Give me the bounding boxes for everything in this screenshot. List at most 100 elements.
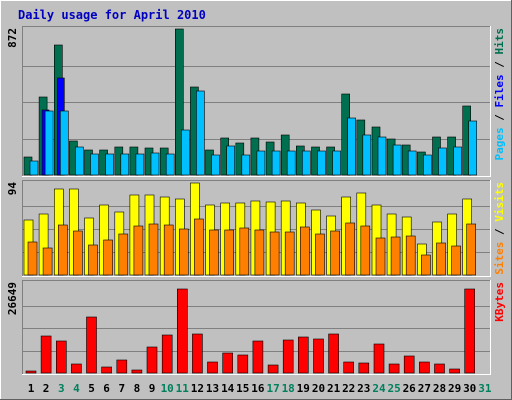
bar-sites-day-2 (42, 247, 53, 276)
bar-kbytes-day-7 (116, 359, 128, 374)
bar-sites-day-29 (451, 245, 461, 276)
x-tick-label: 28 (433, 382, 446, 395)
bar-sites-day-8 (133, 225, 144, 276)
bar-sites-day-17 (269, 231, 280, 276)
x-tick-label: 8 (134, 382, 141, 395)
legend-segment: Hits (493, 28, 506, 55)
bar-sites-day-21 (330, 230, 340, 276)
bar-pages-day-26 (407, 150, 417, 176)
x-tick-label: 30 (463, 382, 476, 395)
legend-segment: / (493, 108, 506, 128)
bar-kbytes-day-1 (25, 370, 37, 374)
legend-segment: Files (493, 74, 506, 107)
bar-sites-day-24 (375, 237, 386, 276)
bar-sites-day-10 (163, 224, 174, 276)
bar-sites-day-5 (88, 244, 98, 276)
x-tick-label: 5 (88, 382, 95, 395)
x-tick-label: 20 (312, 382, 325, 395)
x-tick-label: 26 (403, 382, 417, 395)
bar-pages-day-14 (226, 145, 235, 176)
bar-sites-day-28 (436, 242, 446, 276)
bar-pages-day-30 (468, 120, 478, 176)
x-tick-label: 23 (357, 382, 370, 395)
bar-kbytes-day-12 (192, 333, 203, 374)
bar-pages-day-4 (75, 146, 84, 176)
bar-kbytes-day-19 (297, 336, 309, 374)
bar-kbytes-day-16 (252, 340, 264, 374)
x-tick-label: 24 (372, 382, 386, 395)
x-tick-label: 12 (191, 382, 204, 395)
bar-kbytes-day-23 (358, 362, 370, 374)
x-tick-label: 31 (478, 382, 492, 395)
bar-sites-day-15 (239, 227, 250, 276)
bar-kbytes-day-11 (177, 288, 188, 374)
bar-hits-day-11 (175, 28, 184, 176)
bar-sites-day-11 (179, 228, 189, 276)
x-tick-label: 3 (58, 382, 65, 395)
bar-sites-day-13 (209, 229, 219, 276)
bar-pages-day-27 (423, 154, 432, 176)
bar-kbytes-day-26 (403, 355, 415, 374)
bar-sites-day-30 (466, 223, 477, 276)
panel-max-label: 26649 (6, 282, 19, 315)
bar-sites-day-14 (224, 229, 234, 276)
legend-segment: Pages (493, 127, 506, 160)
panel-visits-sites: 94 Sites / Visits (6, 180, 506, 277)
bar-sites-day-9 (148, 223, 159, 276)
x-tick-label: 4 (73, 382, 80, 395)
bar-pages-day-23 (362, 134, 372, 176)
bar-pages-day-11 (181, 129, 190, 176)
legend-segment: / (493, 222, 506, 242)
bar-sites-day-16 (254, 229, 265, 276)
x-tick-label: 27 (418, 382, 431, 395)
bar-sites-day-27 (421, 254, 431, 276)
panel-max-label: 94 (6, 182, 19, 196)
bar-pages-day-8 (135, 153, 145, 176)
bar-kbytes-day-24 (373, 343, 385, 374)
legend-segment: KBytes (493, 282, 506, 322)
panel-legend: Pages / Files / Hits (493, 28, 506, 161)
panel-hits-files-pages: 872 Pages / Files / Hits (6, 26, 506, 177)
bar-sites-day-4 (73, 230, 83, 276)
bar-pages-day-20 (317, 150, 326, 176)
bar-kbytes-day-3 (55, 340, 67, 374)
bar-sites-day-22 (345, 222, 356, 276)
bar-pages-day-7 (120, 153, 130, 176)
x-tick-label: 9 (149, 382, 156, 395)
bar-pages-day-13 (211, 154, 220, 176)
bar-kbytes-day-18 (282, 339, 294, 374)
x-tick-label: 15 (236, 382, 249, 395)
bar-pages-day-24 (377, 136, 387, 176)
bar-kbytes-day-27 (419, 361, 430, 374)
bar-kbytes-day-15 (237, 354, 249, 374)
x-tick-label: 16 (251, 382, 265, 395)
legend-segment: Sites (493, 242, 506, 275)
x-tick-label: 14 (221, 382, 235, 395)
bar-sites-day-18 (284, 231, 295, 276)
legend-segment: / (493, 55, 506, 75)
x-tick-label: 29 (448, 382, 461, 395)
bar-pages-day-5 (90, 153, 99, 176)
bar-pages-day-21 (332, 150, 341, 176)
x-tick-label: 10 (161, 382, 174, 395)
bar-pages-day-17 (271, 150, 281, 176)
x-tick-label: 25 (387, 382, 400, 395)
bar-pages-day-16 (256, 150, 266, 176)
bar-sites-day-1 (27, 241, 38, 276)
bar-kbytes-day-20 (313, 338, 324, 374)
bar-pages-day-28 (438, 147, 447, 176)
bar-sites-day-26 (405, 235, 416, 276)
x-tick-label: 21 (327, 382, 341, 395)
bar-sites-day-19 (299, 226, 310, 276)
bar-kbytes-day-17 (267, 364, 279, 374)
x-tick-label: 6 (103, 382, 110, 395)
x-tick-label: 17 (266, 382, 279, 395)
bar-pages-day-2 (44, 110, 54, 176)
bar-pages-day-12 (196, 90, 205, 176)
bar-pages-day-10 (165, 153, 175, 176)
bar-kbytes-day-30 (464, 288, 476, 374)
bar-pages-day-29 (453, 146, 462, 176)
bar-kbytes-day-29 (449, 368, 460, 374)
bar-kbytes-day-25 (388, 363, 400, 374)
